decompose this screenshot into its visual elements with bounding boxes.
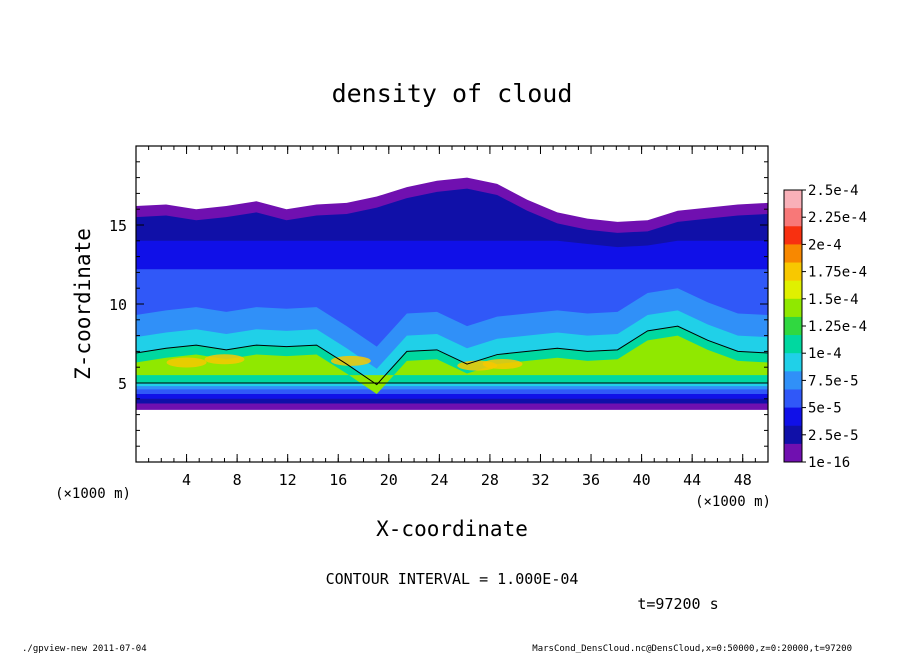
x-tick-label: 16	[329, 471, 347, 489]
y-tick-label: 10	[109, 296, 127, 314]
plot-area	[136, 177, 768, 410]
y-axis-label: Z-coordinate	[71, 228, 95, 380]
footer-right: MarsCond_DensCloud.nc@DensCloud,x=0:5000…	[532, 644, 852, 654]
colorbar-label: 1.5e-4	[808, 292, 859, 308]
x-tick-label: 32	[531, 471, 549, 489]
x-tick-label: 8	[233, 471, 242, 489]
x-unit-right: (×1000 m)	[695, 494, 771, 510]
colorbar-label: 1e-4	[808, 346, 842, 362]
y-tick-label: 15	[109, 217, 127, 235]
colorbar-swatch	[784, 371, 802, 390]
colorbar-label: 2e-4	[808, 237, 842, 253]
high-density-patch	[166, 357, 207, 368]
colorbar-swatch	[784, 443, 802, 463]
contour-line-top	[136, 325, 768, 386]
x-tick-label: 36	[582, 471, 600, 489]
colorbar-label: 2.5e-5	[808, 428, 859, 444]
x-tick-label: 4	[182, 471, 191, 489]
colorbar-label: 2.5e-4	[808, 183, 859, 199]
x-tick-label: 44	[683, 471, 701, 489]
x-tick-label: 40	[633, 471, 651, 489]
colorbar-swatch	[784, 389, 802, 409]
x-axis: 4 8 12 16 20 24 28 32 36 40 44 48	[148, 146, 756, 489]
colorbar: 2.5e-4 2.25e-4 2e-4 1.75e-4 1.5e-4 1.25e-4 1e-…	[783, 183, 867, 471]
x-tick-label: 48	[734, 471, 752, 489]
colorbar-swatch	[784, 262, 802, 282]
x-unit-left: (×1000 m)	[55, 486, 131, 502]
colorbar-label: 7.5e-5	[808, 373, 859, 389]
colorbar-label: 2.25e-4	[808, 210, 867, 226]
chart-title: density of cloud	[332, 79, 573, 108]
colorbar-label: 1.25e-4	[808, 319, 867, 335]
colorbar-swatch	[784, 407, 802, 427]
high-density-patch	[204, 354, 245, 365]
colorbar-label: 1e-16	[808, 455, 850, 471]
y-axis: 5 10 15	[109, 161, 768, 447]
dense-band-core	[136, 335, 768, 395]
x-tick-label: 20	[380, 471, 398, 489]
colorbar-label: 5e-5	[808, 401, 842, 417]
footer-left: ./gpview-new 2011-07-04	[22, 644, 147, 654]
colorbar-swatch	[784, 335, 802, 354]
y-tick-label: 5	[118, 375, 127, 393]
contour-interval-text: CONTOUR INTERVAL = 1.000E-04	[326, 570, 579, 588]
x-tick-label: 24	[430, 471, 448, 489]
high-density-patch	[482, 359, 523, 370]
colorbar-swatch	[784, 190, 802, 209]
x-tick-label: 12	[279, 471, 297, 489]
colorbar-swatch	[784, 298, 802, 318]
colorbar-swatch	[784, 244, 802, 264]
colorbar-swatch	[784, 425, 802, 445]
colorbar-swatch	[784, 353, 802, 372]
colorbar-swatch	[784, 208, 802, 227]
x-axis-label: X-coordinate	[376, 517, 528, 541]
colorbar-swatch	[784, 226, 802, 245]
colorbar-label: 1.75e-4	[808, 265, 867, 281]
high-density-patch	[330, 355, 371, 366]
colorbar-swatch	[784, 280, 802, 300]
time-text: t=97200 s	[637, 595, 718, 613]
colorbar-swatch	[784, 316, 802, 336]
x-tick-label: 28	[481, 471, 499, 489]
